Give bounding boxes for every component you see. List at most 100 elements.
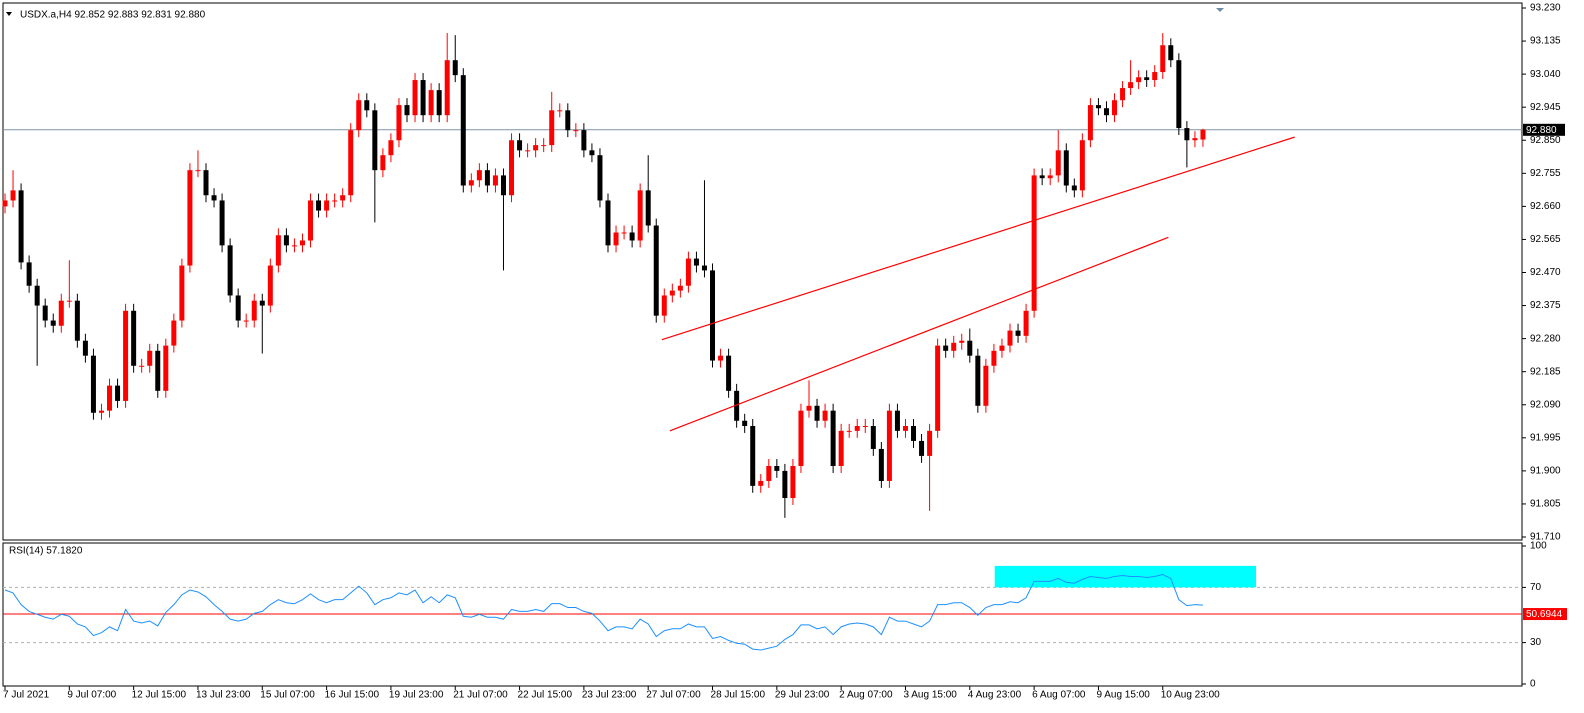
candle-body: [1120, 88, 1126, 101]
candle-body: [613, 232, 619, 246]
candle-body: [999, 345, 1005, 351]
candle-body: [1103, 108, 1109, 116]
candle-body: [179, 265, 185, 321]
x-tick-label: 2 Aug 07:00: [839, 690, 893, 701]
candle-body: [525, 150, 531, 152]
candle-body: [1047, 175, 1053, 179]
y-tick-label: 92.280: [1530, 333, 1561, 344]
candle-body: [484, 170, 490, 186]
trendline: [669, 236, 1169, 432]
candle-body: [348, 130, 354, 196]
candle-body: [444, 60, 450, 116]
candle-body: [123, 310, 129, 401]
candle-body: [50, 320, 56, 326]
candle-body: [388, 140, 394, 156]
candle-body: [1152, 72, 1158, 81]
candle-body: [163, 345, 169, 391]
menu-arrow: [6, 12, 12, 16]
candle-body: [541, 145, 547, 147]
candle-body: [1015, 330, 1021, 336]
candle-body: [774, 466, 780, 471]
candle-body: [967, 340, 973, 356]
candle-body: [34, 285, 40, 306]
candle-body: [460, 75, 466, 186]
candle-body: [372, 110, 378, 171]
candle-body: [1071, 185, 1077, 191]
trendline: [661, 136, 1295, 341]
candle-body: [605, 200, 611, 246]
candle-body: [581, 130, 587, 151]
candle-body: [814, 405, 820, 421]
candle-body: [195, 170, 201, 172]
candle-body: [991, 350, 997, 366]
chart-title: USDX.a,H4 92.852 92.883 92.831 92.880: [20, 10, 206, 21]
candle-body: [115, 385, 121, 401]
candle-body: [758, 480, 764, 486]
candle-body: [107, 385, 113, 411]
x-tick-label: 9 Aug 15:00: [1096, 690, 1150, 701]
y-tick-label: 92.185: [1530, 366, 1561, 377]
candle-body: [26, 262, 32, 286]
candle-body: [1063, 150, 1069, 186]
candle-body: [420, 80, 426, 116]
candle-body: [476, 170, 482, 181]
candle-body: [742, 420, 748, 426]
candle-body: [500, 175, 506, 196]
candle-body: [492, 175, 498, 186]
candle-body: [951, 342, 957, 351]
candle-body: [364, 100, 370, 111]
candle-body: [894, 410, 900, 431]
candle-body: [677, 285, 683, 291]
y-tick-label: 0: [1530, 679, 1536, 690]
y-tick-label: 93.040: [1530, 69, 1561, 80]
candle-body: [645, 190, 651, 226]
shift-marker: [1216, 8, 1224, 12]
y-tick-label: 93.230: [1530, 3, 1561, 14]
x-tick-label: 12 Jul 15:00: [132, 690, 187, 701]
candle-body: [211, 195, 217, 201]
y-tick-label: 92.375: [1530, 300, 1561, 311]
candle-body: [219, 200, 225, 246]
candle-body: [846, 430, 852, 432]
candle-body: [1128, 82, 1134, 89]
candle-body: [701, 265, 707, 271]
candle-body: [1087, 105, 1093, 141]
candle-body: [283, 235, 289, 246]
y-tick-label: 93.135: [1530, 36, 1561, 47]
candle-body: [291, 245, 297, 247]
y-tick-label: 92.660: [1530, 201, 1561, 212]
candle-body: [1079, 140, 1085, 191]
candle-body: [589, 150, 595, 156]
candle-body: [428, 90, 434, 116]
candle-body: [878, 448, 884, 481]
candle-body: [927, 430, 933, 456]
candle-body: [734, 390, 740, 421]
candle-body: [629, 232, 635, 241]
y-tick-label: 92.565: [1530, 234, 1561, 245]
candle-body: [452, 60, 458, 76]
candle-body: [798, 410, 804, 467]
candle-body: [436, 90, 442, 116]
candle-body: [2, 200, 8, 207]
price-label: 92.880: [1526, 125, 1557, 136]
candle-body: [557, 110, 563, 112]
candle-body: [316, 200, 322, 211]
candle-body: [324, 200, 330, 211]
candle-body: [251, 300, 257, 321]
candle-body: [227, 245, 233, 296]
candle-body: [750, 425, 756, 486]
candle-body: [235, 295, 241, 321]
candle-body: [549, 110, 555, 146]
y-tick-label: 92.090: [1530, 399, 1561, 410]
candle-body: [58, 300, 64, 326]
candle-body: [790, 466, 796, 499]
candle-body: [74, 300, 80, 341]
candle-body: [1039, 175, 1045, 179]
highlight-box: [994, 565, 1257, 588]
rsi-title: RSI(14) 57.1820: [9, 546, 83, 557]
candle-body: [1144, 77, 1150, 81]
x-tick-label: 21 Jul 07:00: [453, 690, 508, 701]
x-tick-label: 15 Jul 07:00: [260, 690, 315, 701]
candle-body: [42, 305, 48, 321]
